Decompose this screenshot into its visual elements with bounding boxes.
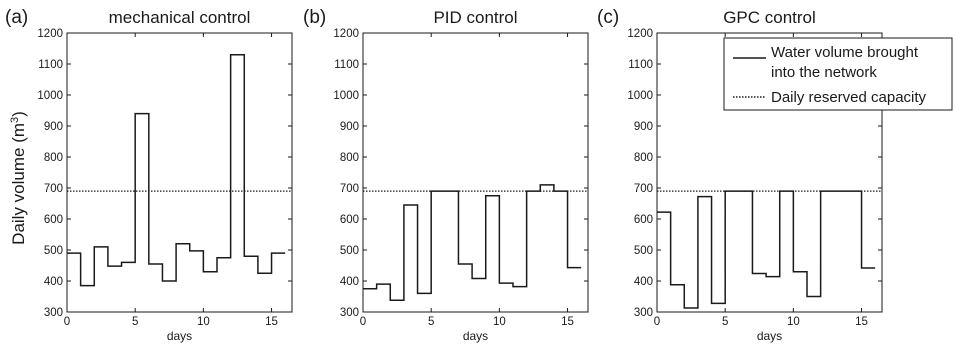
- y-axis-label-superscript: 3: [9, 117, 21, 123]
- y-tick-label: 600: [634, 214, 653, 226]
- y-tick-label: 800: [44, 152, 63, 164]
- y-tick-label: 400: [340, 276, 359, 288]
- y-axis-label-main: Daily volume (m: [9, 123, 28, 245]
- x-tick-label: 5: [428, 316, 434, 328]
- y-tick-label: 300: [634, 307, 653, 319]
- y-tick-label: 500: [634, 245, 653, 257]
- y-tick-label: 1100: [628, 59, 653, 71]
- legend-dotted-label: Daily reserved capacity: [771, 89, 927, 106]
- panel-1: 300 400 500 600 700 800 900 1000 1100 1200 0 5 10 15 d…: [303, 7, 589, 343]
- water-volume-series: [363, 184, 582, 301]
- x-tick-label: 15: [561, 316, 574, 328]
- x-tick-label: 0: [64, 316, 70, 328]
- y-tick-label: 1200: [37, 28, 63, 40]
- legend-solid-label-line1: Water volume brought: [771, 44, 919, 61]
- x-axis-label: days: [167, 329, 192, 343]
- y-tick-label: 900: [44, 121, 63, 133]
- y-tick-label: 300: [44, 307, 63, 319]
- panel-letter: (c): [597, 7, 619, 28]
- y-tick-label: 500: [44, 245, 63, 257]
- y-tick-label: 1000: [333, 90, 359, 102]
- legend-box: [723, 37, 953, 111]
- y-tick-label: 1200: [333, 28, 359, 40]
- y-tick-label: 400: [634, 276, 653, 288]
- panel-2: 300 400 500 600 700 800 900 1000 1100 1200 0 5 10 15 d…: [597, 7, 883, 343]
- x-tick-label: 15: [855, 316, 868, 328]
- legend-solid-label-line2: into the network: [771, 64, 877, 81]
- legend: Water volume brought into the network Da…: [723, 37, 953, 111]
- x-tick-label: 0: [360, 316, 366, 328]
- y-tick-label: 700: [634, 183, 653, 195]
- y-tick-label: 600: [340, 214, 359, 226]
- y-tick-label: 400: [44, 276, 63, 288]
- x-tick-label: 10: [197, 316, 210, 328]
- y-tick-label: 700: [340, 183, 359, 195]
- y-tick-label: 500: [340, 245, 359, 257]
- y-tick-label: 900: [340, 121, 359, 133]
- y-tick-label: 300: [340, 307, 359, 319]
- panel-0: 300 400 500 600 700 800 900 1000 1100 1200 0 5 10 15 d…: [5, 7, 293, 343]
- axes-box: [656, 32, 883, 313]
- water-volume-series: [67, 53, 286, 287]
- x-tick-label: 10: [493, 316, 506, 328]
- axes-box: [66, 32, 293, 313]
- y-tick-label: 1200: [627, 28, 653, 40]
- axes-box: [362, 32, 589, 313]
- x-tick-label: 5: [722, 316, 728, 328]
- x-axis-label: days: [463, 329, 488, 343]
- x-tick-label: 15: [265, 316, 278, 328]
- x-tick-label: 10: [787, 316, 800, 328]
- panel-title: PID control: [433, 8, 517, 27]
- x-tick-label: 0: [654, 316, 660, 328]
- y-tick-label: 800: [634, 152, 653, 164]
- y-tick-label: 1000: [627, 90, 653, 102]
- x-axis-label: days: [757, 329, 782, 343]
- y-tick-label: 700: [44, 183, 63, 195]
- panel-letter: (b): [303, 7, 326, 28]
- panel-title: GPC control: [723, 8, 816, 27]
- y-tick-label: 800: [340, 152, 359, 164]
- y-tick-label: 900: [634, 121, 653, 133]
- water-volume-series: [657, 190, 876, 309]
- y-tick-label: 1100: [334, 59, 359, 71]
- panel-title: mechanical control: [109, 8, 251, 27]
- y-axis-label-close: ): [9, 111, 28, 117]
- panel-letter: (a): [5, 7, 28, 28]
- y-tick-label: 1100: [38, 59, 63, 71]
- y-tick-label: 1000: [37, 90, 63, 102]
- x-tick-label: 5: [132, 316, 138, 328]
- y-axis-label: Daily volume (m3): [9, 111, 28, 245]
- y-tick-label: 600: [44, 214, 63, 226]
